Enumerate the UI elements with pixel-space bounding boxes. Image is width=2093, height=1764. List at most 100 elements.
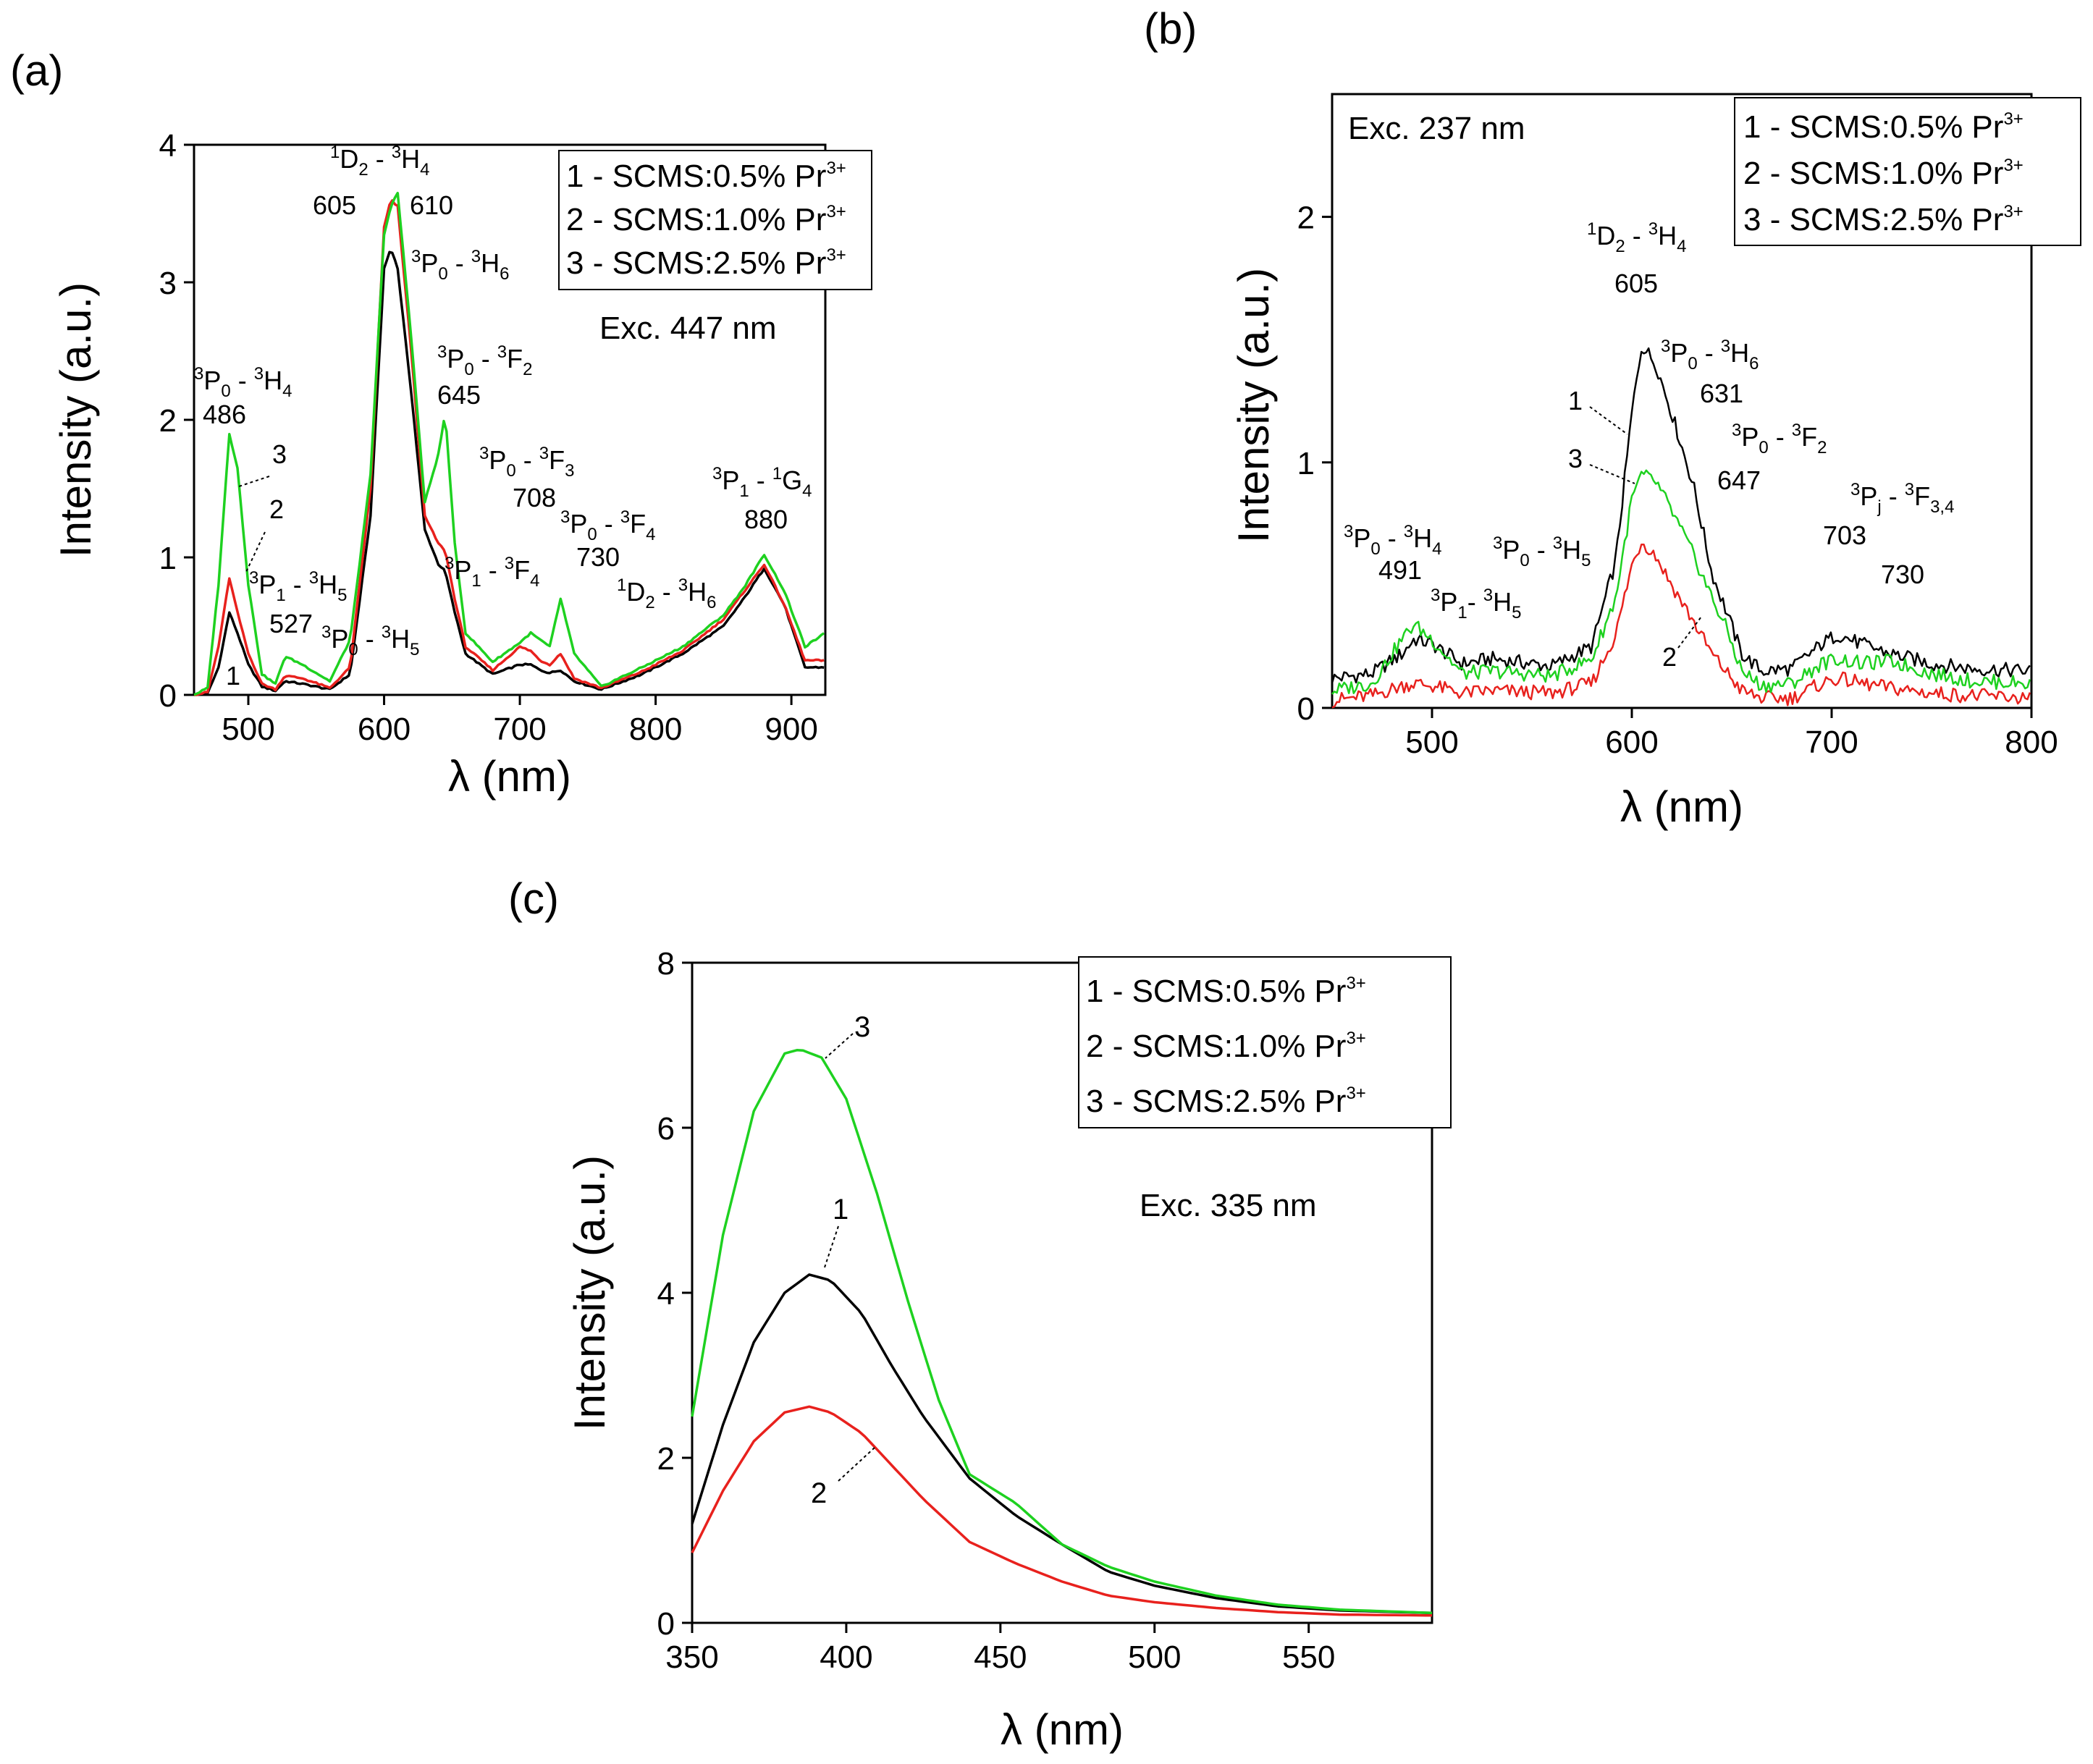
x-axis-title-a: λ (nm)	[448, 752, 571, 801]
ann-b-730: 730	[1881, 560, 1924, 589]
y-tick-label-c-6: 6	[657, 1111, 675, 1147]
ann-b-605: 605	[1614, 269, 1658, 298]
ann-a-605: 605	[313, 190, 356, 220]
panel-a: (a) 500 600 700 800 900 0 1 2 3 4 λ (nm) Intensit…	[10, 46, 872, 801]
y-tick-label-c-8: 8	[657, 946, 675, 982]
excitation-label-a: Exc. 447 nm	[599, 311, 777, 346]
series-group-c	[691, 1049, 1433, 1617]
leader-lines-b	[1589, 406, 1702, 649]
series-line-b-2	[1331, 544, 2031, 709]
curve-label-b-1: 1	[1568, 386, 1583, 415]
ticks-group-b: 500 600 700 800 0 1 2	[1297, 201, 2058, 760]
y-tick-label-c-2: 2	[657, 1441, 675, 1477]
x-tick-label-a-700: 700	[493, 712, 546, 747]
legend-entry-c-3: 3 - SCMS:2.5% Pr3+	[1086, 1084, 1366, 1119]
ticks-group-c: 350 400 450 500 550 0 2 4 6 8	[657, 946, 1336, 1675]
legend-entry-c-2: 2 - SCMS:1.0% Pr3+	[1086, 1029, 1366, 1064]
ann-a-3P1-3H5: 3P1 - 3H5	[249, 568, 347, 605]
curve-label-a-1: 1	[226, 661, 240, 691]
ann-b-1D2-3H4: 1D2 - 3H4	[1587, 219, 1686, 256]
legend-entry-b-3: 3 - SCMS:2.5% Pr3+	[1743, 202, 2023, 237]
x-tick-label-c-550: 550	[1282, 1639, 1335, 1675]
curve-label-c-3: 3	[854, 1011, 870, 1043]
ann-a-527: 527	[269, 609, 313, 638]
curve-label-c-1: 1	[833, 1194, 848, 1225]
ann-a-1D2-3H4: 1D2 - 3H4	[330, 143, 429, 180]
x-axis-title-b: λ (nm)	[1620, 782, 1743, 831]
ann-a-3P0-3F4: 3P0 - 3F4	[560, 507, 655, 544]
x-tick-label-c-450: 450	[974, 1639, 1027, 1675]
legend-box-c	[1078, 956, 1452, 1128]
legend-entry-c-1: 1 - SCMS:0.5% Pr3+	[1086, 974, 1366, 1009]
ticks-group-a: 500 600 700 800 900 0 1 2 3 4	[159, 128, 818, 747]
legend-box-a	[558, 150, 872, 290]
ann-b-647: 647	[1717, 465, 1761, 495]
y-tick-label-b-0: 0	[1297, 691, 1315, 727]
y-tick-label-a-0: 0	[159, 678, 177, 714]
panel-label-a: (a)	[10, 46, 63, 95]
y-axis-title-c: Intensity (a.u.)	[565, 1155, 614, 1430]
series-line-c-1	[691, 1273, 1433, 1615]
y-tick-label-a-2: 2	[159, 403, 177, 439]
curve-label-c-2: 2	[811, 1477, 827, 1509]
curve-label-a-2: 2	[269, 494, 284, 524]
ann-a-730: 730	[576, 542, 620, 572]
ann-a-486: 486	[203, 400, 246, 429]
ann-a-3P1-1G4: 3P1 - 1G4	[712, 464, 812, 501]
legend-entry-b-2: 2 - SCMS:1.0% Pr3+	[1743, 156, 2023, 191]
panel-b: (b) 500 600 700 800 0 1 2 λ (nm) Intensity (a.…	[1144, 4, 2081, 831]
legend-entry-a-1: 1 - SCMS:0.5% Pr3+	[566, 159, 846, 194]
ann-a-3P0-3F3: 3P0 - 3F3	[479, 444, 574, 481]
series-line-c-2	[691, 1405, 1432, 1617]
plot-frame-b	[1331, 93, 2033, 709]
ann-a-3P0-3H5: 3P0 - 3H5	[321, 623, 419, 659]
x-tick-label-c-400: 400	[820, 1639, 872, 1675]
series-group-a	[193, 191, 825, 696]
series-line-a-3	[193, 191, 825, 696]
x-tick-label-a-800: 800	[629, 712, 682, 747]
y-tick-label-a-1: 1	[159, 541, 177, 576]
x-axis-title-c: λ (nm)	[1001, 1705, 1124, 1754]
legend-c: 1 - SCMS:0.5% Pr3+ 2 - SCMS:1.0% Pr3+ 3 …	[1078, 956, 1452, 1128]
x-tick-label-b-800: 800	[2005, 725, 2058, 760]
ann-a-708: 708	[513, 483, 556, 512]
ann-b-491: 491	[1378, 555, 1422, 585]
x-tick-label-b-600: 600	[1605, 725, 1658, 760]
annotations-b: 3P0 - 3H4 491 3P1- 3H5 3P0 - 3H5 1D2 - 3…	[1344, 219, 1954, 672]
ann-a-880: 880	[744, 505, 788, 534]
x-tick-label-c-350: 350	[665, 1639, 718, 1675]
x-tick-label-b-500: 500	[1405, 725, 1458, 760]
ann-a-1D2-3H6: 1D2 - 3H6	[617, 575, 716, 612]
series-line-a-2	[194, 199, 825, 696]
ann-b-3Pj-3F34: 3Pj - 3F3,4	[1850, 480, 1954, 517]
panel-label-c: (c)	[508, 874, 559, 923]
series-group-b	[1331, 347, 2031, 709]
ann-a-3P0-3F2: 3P0 - 3F2	[437, 342, 532, 379]
leader-lines-a	[238, 476, 270, 573]
x-tick-label-a-900: 900	[765, 712, 817, 747]
ann-b-3P0-3H4: 3P0 - 3H4	[1344, 522, 1441, 559]
ann-a-3P0-3H4: 3P0 - 3H4	[194, 364, 292, 401]
curve-label-a-3: 3	[272, 439, 287, 469]
ann-b-631: 631	[1700, 379, 1743, 408]
y-axis-title-b: Intensity (a.u.)	[1229, 268, 1278, 543]
panel-c: (c) 350 400 450 500 550 0 2 4 6 8 λ (nm) Intensit…	[508, 874, 1452, 1754]
ann-a-610: 610	[410, 190, 453, 220]
legend-entry-a-3: 3 - SCMS:2.5% Pr3+	[566, 245, 846, 281]
ann-a-3P0-3H6: 3P0 - 3H6	[411, 247, 509, 284]
x-tick-label-a-500: 500	[222, 712, 274, 747]
y-axis-title-a: Intensity (a.u.)	[51, 282, 100, 557]
curve-label-b-3: 3	[1568, 444, 1583, 473]
series-line-a-1	[193, 250, 825, 696]
series-line-c-3	[691, 1049, 1433, 1615]
ann-b-3P1-3H5: 3P1- 3H5	[1431, 586, 1521, 623]
y-tick-label-b-2: 2	[1297, 201, 1315, 236]
excitation-label-c: Exc. 335 nm	[1140, 1188, 1317, 1223]
legend-box-b	[1734, 97, 2081, 246]
ann-b-3P0-3H5: 3P0 - 3H5	[1493, 533, 1591, 570]
ann-a-645: 645	[437, 380, 481, 410]
y-tick-label-c-4: 4	[657, 1276, 675, 1312]
excitation-label-b: Exc. 237 nm	[1348, 111, 1525, 146]
series-line-b-1	[1331, 347, 2031, 684]
